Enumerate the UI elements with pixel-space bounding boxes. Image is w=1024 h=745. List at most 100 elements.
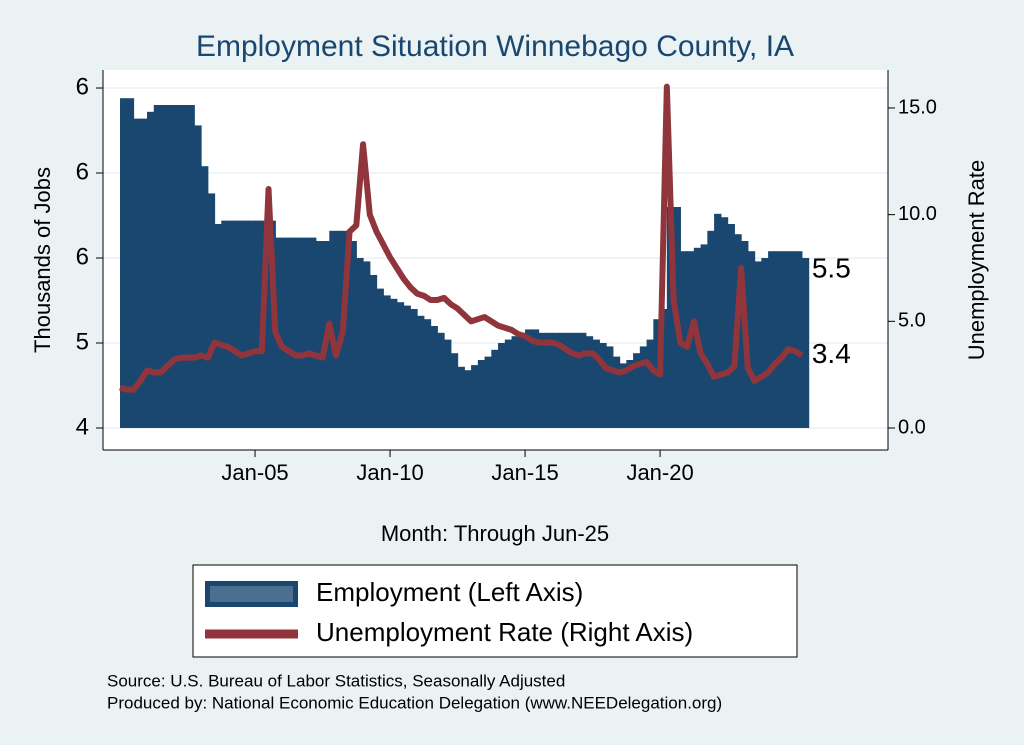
x-tick-label: Jan-10 xyxy=(356,460,423,485)
bar xyxy=(714,213,722,428)
y2-axis-title: Unemployment Rate xyxy=(964,160,989,361)
bar xyxy=(336,230,344,428)
y-tick-label: 5 xyxy=(76,328,89,355)
bar xyxy=(295,237,303,428)
bar xyxy=(187,105,195,429)
y-tick-label: 4 xyxy=(76,413,89,440)
bar xyxy=(666,207,675,428)
bar xyxy=(221,220,229,428)
bar xyxy=(660,309,668,428)
legend-label: Unemployment Rate (Right Axis) xyxy=(316,617,693,647)
bar xyxy=(450,353,459,428)
end-label: 5.5 xyxy=(812,252,851,283)
bar xyxy=(437,332,445,428)
bar xyxy=(639,346,648,428)
bar xyxy=(747,251,756,428)
producer-note: Produced by: National Economic Education… xyxy=(107,693,722,712)
bar xyxy=(471,365,479,428)
bar xyxy=(545,332,553,428)
bar xyxy=(457,366,465,428)
bar xyxy=(619,363,627,428)
bar xyxy=(342,230,351,428)
bar xyxy=(552,332,560,428)
bar xyxy=(255,220,263,428)
bar xyxy=(153,105,162,429)
y2-tick-label: 5.0 xyxy=(898,310,926,332)
bar xyxy=(349,241,357,428)
bar xyxy=(410,309,418,428)
bar xyxy=(363,261,371,428)
bar xyxy=(788,251,796,428)
y-tick-label: 6 xyxy=(76,243,89,270)
bar xyxy=(504,339,513,428)
bar xyxy=(781,251,789,428)
x-axis-title: Month: Through Jun-25 xyxy=(381,521,609,546)
bar xyxy=(626,360,634,428)
y-tick-label: 6 xyxy=(76,158,89,185)
bar xyxy=(801,258,810,428)
line xyxy=(119,83,804,393)
bar xyxy=(761,258,769,428)
x-tick-label: Jan-05 xyxy=(221,460,288,485)
bar xyxy=(680,251,688,428)
bar xyxy=(241,220,249,428)
bar xyxy=(194,125,202,428)
bar xyxy=(491,349,499,428)
bar xyxy=(707,230,715,428)
bar xyxy=(511,336,519,428)
bar xyxy=(558,332,567,428)
source-note: Source: U.S. Bureau of Labor Statistics,… xyxy=(107,671,565,690)
bar xyxy=(140,118,148,429)
bar xyxy=(531,329,540,428)
bar xyxy=(484,356,492,428)
bar xyxy=(302,237,310,428)
bar xyxy=(700,244,708,428)
legend-box xyxy=(192,564,798,658)
bar xyxy=(477,360,486,428)
y2-tick-label: 0.0 xyxy=(898,416,926,438)
y-tick-label: 6 xyxy=(76,73,89,100)
bar xyxy=(768,251,776,428)
x-tick-label: Jan-20 xyxy=(626,460,693,485)
bar xyxy=(133,118,141,429)
bar xyxy=(612,356,621,428)
bar xyxy=(396,302,405,428)
bar xyxy=(214,224,222,428)
bar xyxy=(646,339,654,428)
bar xyxy=(430,326,438,428)
bar xyxy=(180,105,189,429)
bar xyxy=(518,332,526,428)
bar xyxy=(120,98,128,429)
y2-tick-label: 15.0 xyxy=(898,96,937,118)
bar xyxy=(720,217,729,428)
chart-title: Employment Situation Winnebago County, I… xyxy=(196,30,794,63)
bar xyxy=(579,332,587,428)
bar xyxy=(727,224,735,428)
bar xyxy=(228,220,236,428)
bar xyxy=(585,336,594,428)
bar xyxy=(207,193,216,428)
bar xyxy=(248,220,256,428)
bar xyxy=(160,105,168,429)
bar xyxy=(417,315,425,428)
bar xyxy=(565,332,573,428)
bar xyxy=(167,105,175,429)
y2-tick-label: 10.0 xyxy=(898,203,937,225)
bar xyxy=(403,305,411,428)
legend-swatch-inner xyxy=(210,586,293,602)
bar xyxy=(538,332,546,428)
bar xyxy=(774,251,783,428)
bar xyxy=(754,261,762,428)
bar xyxy=(592,339,600,428)
bar xyxy=(201,166,209,428)
bar xyxy=(390,298,398,428)
bar xyxy=(525,329,533,428)
bar xyxy=(498,343,506,428)
bar xyxy=(572,332,580,428)
bar xyxy=(383,295,391,428)
bar xyxy=(464,370,472,428)
bar xyxy=(275,237,283,428)
bar xyxy=(633,353,641,428)
